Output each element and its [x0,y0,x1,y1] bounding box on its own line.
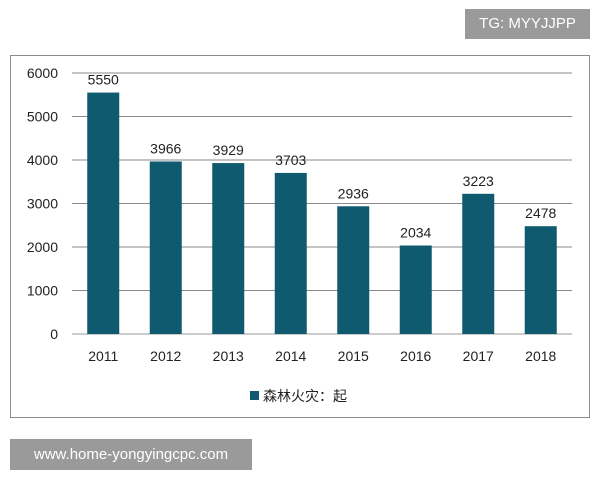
y-tick-label: 6000 [27,65,58,81]
y-tick-label: 4000 [27,152,58,168]
bar [462,193,495,334]
x-axis-ticks: 2011 2012 2013 2014 2015 2016 2017 2018 [88,348,556,364]
x-tick-label: 2012 [150,348,181,364]
y-tick-label: 0 [50,326,58,342]
bars [87,92,557,334]
bar [524,226,557,334]
legend-swatch [250,391,259,400]
data-label: 2936 [338,185,369,201]
y-tick-label: 5000 [27,109,58,125]
y-tick-label: 1000 [27,283,58,299]
data-label: 2478 [525,205,556,221]
x-tick-label: 2017 [463,348,494,364]
y-tick-label: 2000 [27,239,58,255]
x-tick-label: 2016 [400,348,431,364]
x-tick-label: 2014 [275,348,306,364]
y-axis-ticks: 0 1000 2000 3000 4000 5000 6000 [27,65,58,342]
data-label: 2034 [400,225,431,241]
data-label: 3223 [463,173,494,189]
bar [274,172,307,334]
data-label: 3703 [275,152,306,168]
bar [87,92,120,334]
bar [212,163,245,334]
y-tick-label: 3000 [27,196,58,212]
data-label: 3929 [213,142,244,158]
gridlines [72,72,572,335]
data-labels: 5550 3966 3929 3703 2936 2034 3223 2478 [88,72,557,241]
watermark-bottom: www.home-yongyingcpc.com [10,439,252,470]
bar [399,245,432,334]
watermark-top: TG: MYYJJPP [465,9,590,39]
bar [149,161,182,334]
legend: 森林火灾：起 [250,388,347,405]
x-tick-label: 2018 [525,348,556,364]
bar [337,206,370,334]
data-label: 3966 [150,140,181,156]
x-tick-label: 2013 [213,348,244,364]
x-tick-label: 2015 [338,348,369,364]
legend-label: 森林火灾：起 [263,388,347,405]
x-tick-label: 2011 [88,348,118,364]
data-label: 5550 [88,72,119,88]
